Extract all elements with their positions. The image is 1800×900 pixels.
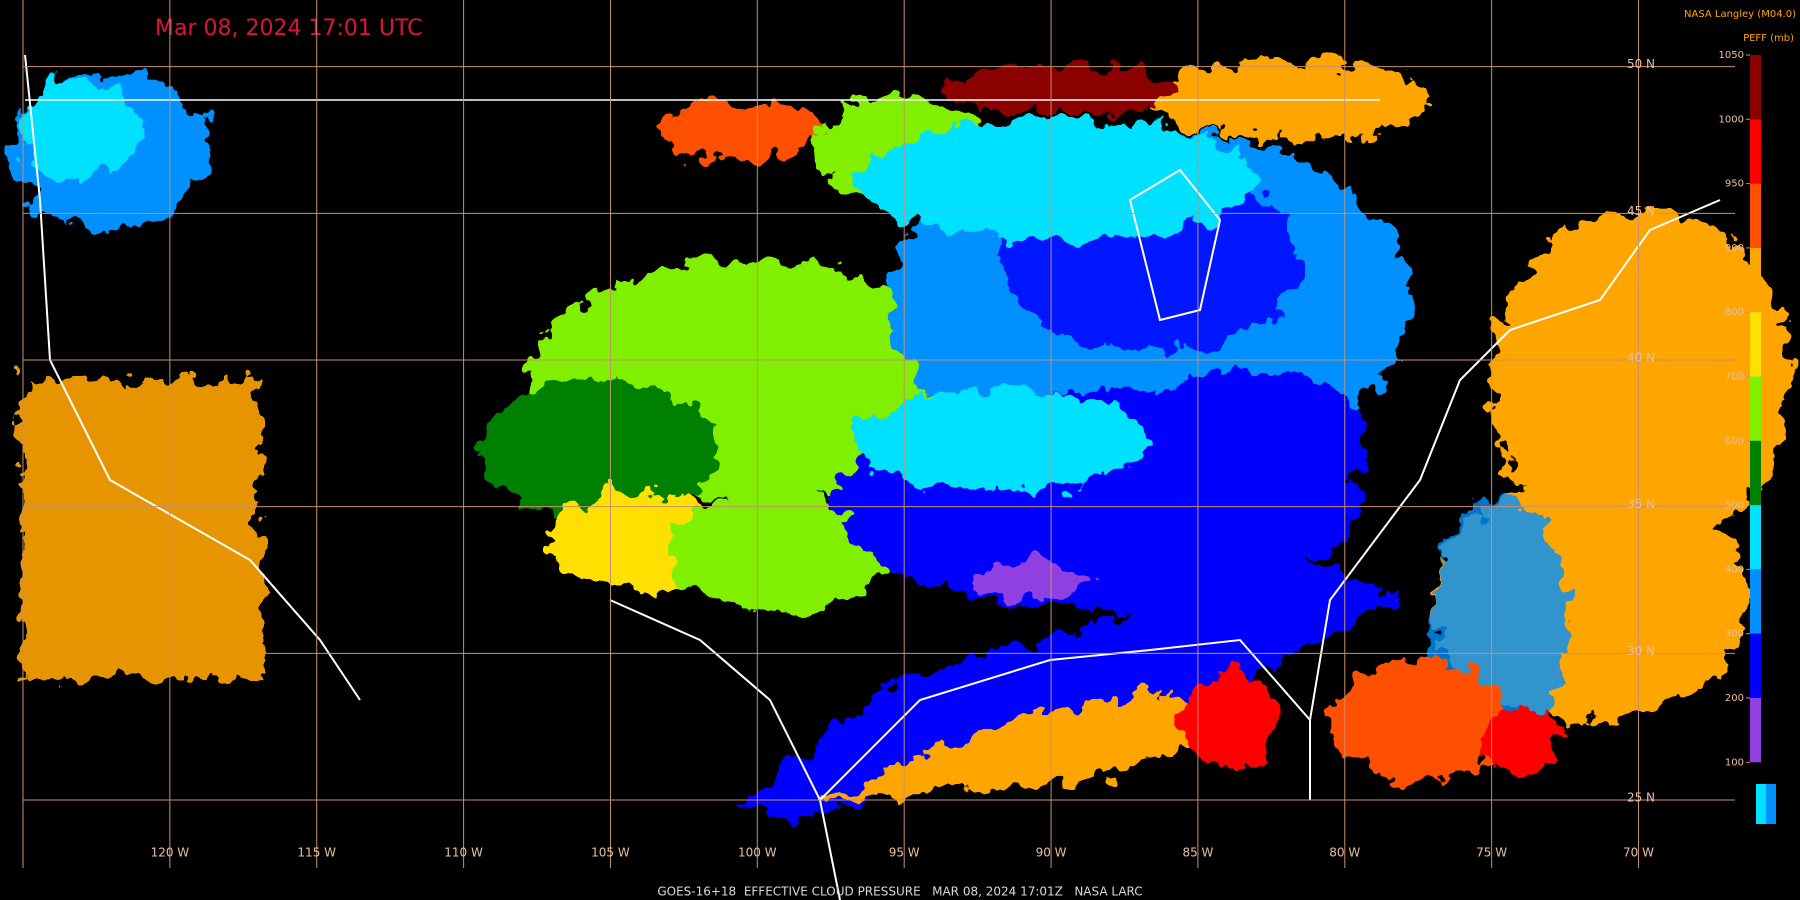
colorbar-segment: [1750, 55, 1761, 120]
colorbar-tick-label: 900: [1725, 243, 1744, 254]
credit: NASA Langley (M04.0): [1684, 9, 1796, 20]
colorbar-tick-label: 1050: [1719, 50, 1744, 61]
colorbar-tick-label: 950: [1725, 179, 1744, 190]
lon-label: 80 W: [1329, 846, 1360, 860]
lon-label: 85 W: [1182, 846, 1213, 860]
colorbar-segment: [1750, 183, 1761, 248]
lon-label: 70 W: [1623, 846, 1654, 860]
colorbar-segment: [1750, 569, 1761, 634]
lon-label: 100 W: [738, 846, 777, 860]
colorbar-segment: [1750, 633, 1761, 698]
west-coast: [24, 54, 361, 701]
colorbar-label: PEFF (mb): [1743, 33, 1794, 44]
colorbar-segment: [1750, 119, 1761, 184]
lat-label: 45 N: [1627, 204, 1655, 218]
colorbar-segment: [1750, 247, 1761, 313]
colorbar-tick-label: 300: [1725, 629, 1744, 640]
lon-label: 105 W: [591, 846, 630, 860]
colorbar-tick-label: 700: [1725, 372, 1744, 383]
cloud-imagery: [10, 60, 1790, 820]
lon-label: 110 W: [444, 846, 483, 860]
lon-label: 115 W: [297, 846, 336, 860]
colorbar-tick-label: 800: [1725, 307, 1744, 318]
lat-label: 50 N: [1627, 57, 1655, 71]
lat-label: 40 N: [1627, 351, 1655, 365]
colorbar-segment: [1750, 440, 1761, 506]
lon-label: 75 W: [1476, 846, 1507, 860]
colorbar-tick-label: 500: [1725, 500, 1744, 511]
map-title: Mar 08, 2024 17:01 UTC: [155, 16, 422, 41]
colorbar-tick-label: 100: [1725, 757, 1744, 768]
legend-swatch: [1756, 784, 1776, 824]
colorbar-segment: [1750, 312, 1761, 377]
lon-label: 120 W: [151, 846, 190, 860]
colorbar-segment: [1750, 376, 1761, 441]
lat-label: 25 N: [1627, 791, 1655, 805]
rio-grande: [609, 599, 841, 900]
colorbar-tick-label: 200: [1725, 693, 1744, 704]
colorbar-segment: [1750, 505, 1761, 570]
lon-label: 95 W: [889, 846, 920, 860]
colorbar-tick-label: 1000: [1719, 114, 1744, 125]
lat-label: 35 N: [1627, 497, 1655, 511]
colorbar-tick-label: 600: [1725, 436, 1744, 447]
colorbar-segment: [1750, 698, 1761, 763]
footer: GOES-16+18 EFFECTIVE CLOUD PRESSURE MAR …: [657, 885, 1142, 899]
lon-label: 90 W: [1036, 846, 1067, 860]
lat-label: 30 N: [1627, 644, 1655, 658]
colorbar-tick-label: 400: [1725, 564, 1744, 575]
great-lakes: [1128, 168, 1222, 322]
